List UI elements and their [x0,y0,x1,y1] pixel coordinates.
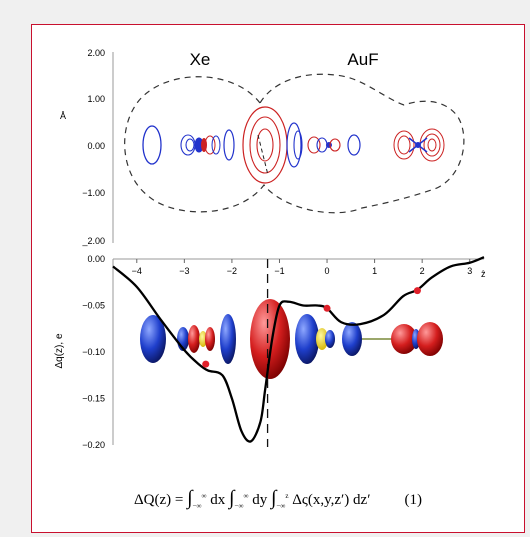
contour-positive [393,130,415,160]
top-ytick-label: −1.00 [82,188,105,198]
y-tick-label: −0.10 [82,347,105,357]
contour-negative [180,134,196,156]
differential-dx: dx [206,492,230,508]
contour-negative [211,135,221,155]
differential-dy: dy [248,492,271,508]
contour-positive [307,136,321,154]
x-tick-label: 2 [420,266,425,276]
x-tick-label: 1 [372,266,377,276]
top-y-ticks: 2.00 1.00 0.00 −1.00 _2.00 Å [60,48,105,246]
bottom-x-ticks: −4 −3 −2 −1 0 1 2 3 [132,259,472,276]
molecular-boundary [124,73,465,214]
blob-neutral [199,331,207,347]
label-auf: AuF [347,50,378,69]
charge-curve [112,256,485,443]
x-tick-label: 3 [467,266,472,276]
limit-lower: −∞ [192,502,202,510]
contour-negative [142,125,162,165]
xe-contours [142,125,235,165]
integral-sign: ∫ [229,487,235,509]
contour-positive [256,128,274,162]
x-axis-end-label: ẑ [481,269,486,279]
blob-neutral [316,328,328,350]
limit-lower: −∞ [234,502,244,510]
x-tick-label: −4 [132,266,142,276]
contour-negative [316,137,328,153]
top-ytick-label: 1.00 [87,94,105,104]
top-y-unit: Å [60,111,66,121]
blob-negative [220,314,236,364]
contour-negative [286,122,302,168]
auf-contours [286,122,445,168]
contour-positive [397,135,411,155]
bottom-y-label: Δq(z), e [54,333,65,368]
blob-negative [342,322,362,356]
label-xe: Xe [190,50,211,69]
blob-positive [205,327,215,351]
x-tick-label: −3 [179,266,189,276]
boundary-cross [257,134,269,176]
limit-upper: ∞ [201,492,207,500]
blob-positive [417,322,443,356]
limit-lower: −∞ [276,502,286,510]
contour-negative [223,129,235,161]
y-tick-label: 0.00 [87,254,105,264]
blob-negative [295,314,319,364]
y-tick-label: −0.15 [82,394,105,404]
limit-upper: ∞ [243,492,249,500]
equation: ΔQ(z) = ∫−∞∞ dx ∫−∞∞ dy ∫−∞z Δς(x,y,z′) … [32,487,524,510]
blob-negative [140,315,166,363]
x-tick-label: −2 [227,266,237,276]
integrand: Δς(x,y,z′) dz′ [288,492,371,508]
curve-markers [202,287,421,368]
integral-sign: ∫ [187,487,193,509]
curve-marker [323,304,331,312]
bond-contours [242,106,288,184]
y-tick-label: −0.20 [82,440,105,450]
contour-positive [249,116,281,174]
top-ytick-label: _2.00 [81,236,105,246]
blob-positive-bond [250,299,290,379]
figure-svg: 2.00 1.00 0.00 −1.00 _2.00 Å Xe AuF [54,48,486,450]
contour-negative [185,138,195,152]
blob-positive [188,325,200,353]
top-ytick-label: 0.00 [87,141,105,151]
x-tick-label: −1 [274,266,284,276]
blob-positive [391,324,417,354]
contour-negative-core [415,142,421,148]
equation-lhs: ΔQ(z) = [134,492,188,508]
contour-negative [293,130,303,160]
blob-negative [325,330,335,348]
curve-marker [202,360,210,368]
contour-positive [427,138,437,152]
top-panel: 2.00 1.00 0.00 −1.00 _2.00 Å Xe AuF [60,48,465,246]
contour-positive [423,133,441,157]
figure-frame: 2.00 1.00 0.00 −1.00 _2.00 Å Xe AuF [31,24,525,533]
orbital-blobs [140,299,443,379]
contour-positive [204,135,216,155]
curve-marker [413,287,421,295]
contour-positive [329,138,341,152]
y-tick-label: −0.05 [82,301,105,311]
integral-sign: ∫ [270,487,277,509]
x-tick-label: 0 [325,266,330,276]
contour-negative [347,134,361,156]
bottom-y-ticks: 0.00 −0.05 −0.10 −0.15 −0.20 [82,254,105,450]
top-ytick-label: 2.00 [87,48,105,58]
bottom-panel: −4 −3 −2 −1 0 1 2 3 0.00−0.05−0.10−0.15−0.20 ẑ … [54,254,486,450]
limit-upper: z [285,492,289,500]
contour-negative-core [326,142,332,148]
equation-number: (1) [404,492,423,508]
